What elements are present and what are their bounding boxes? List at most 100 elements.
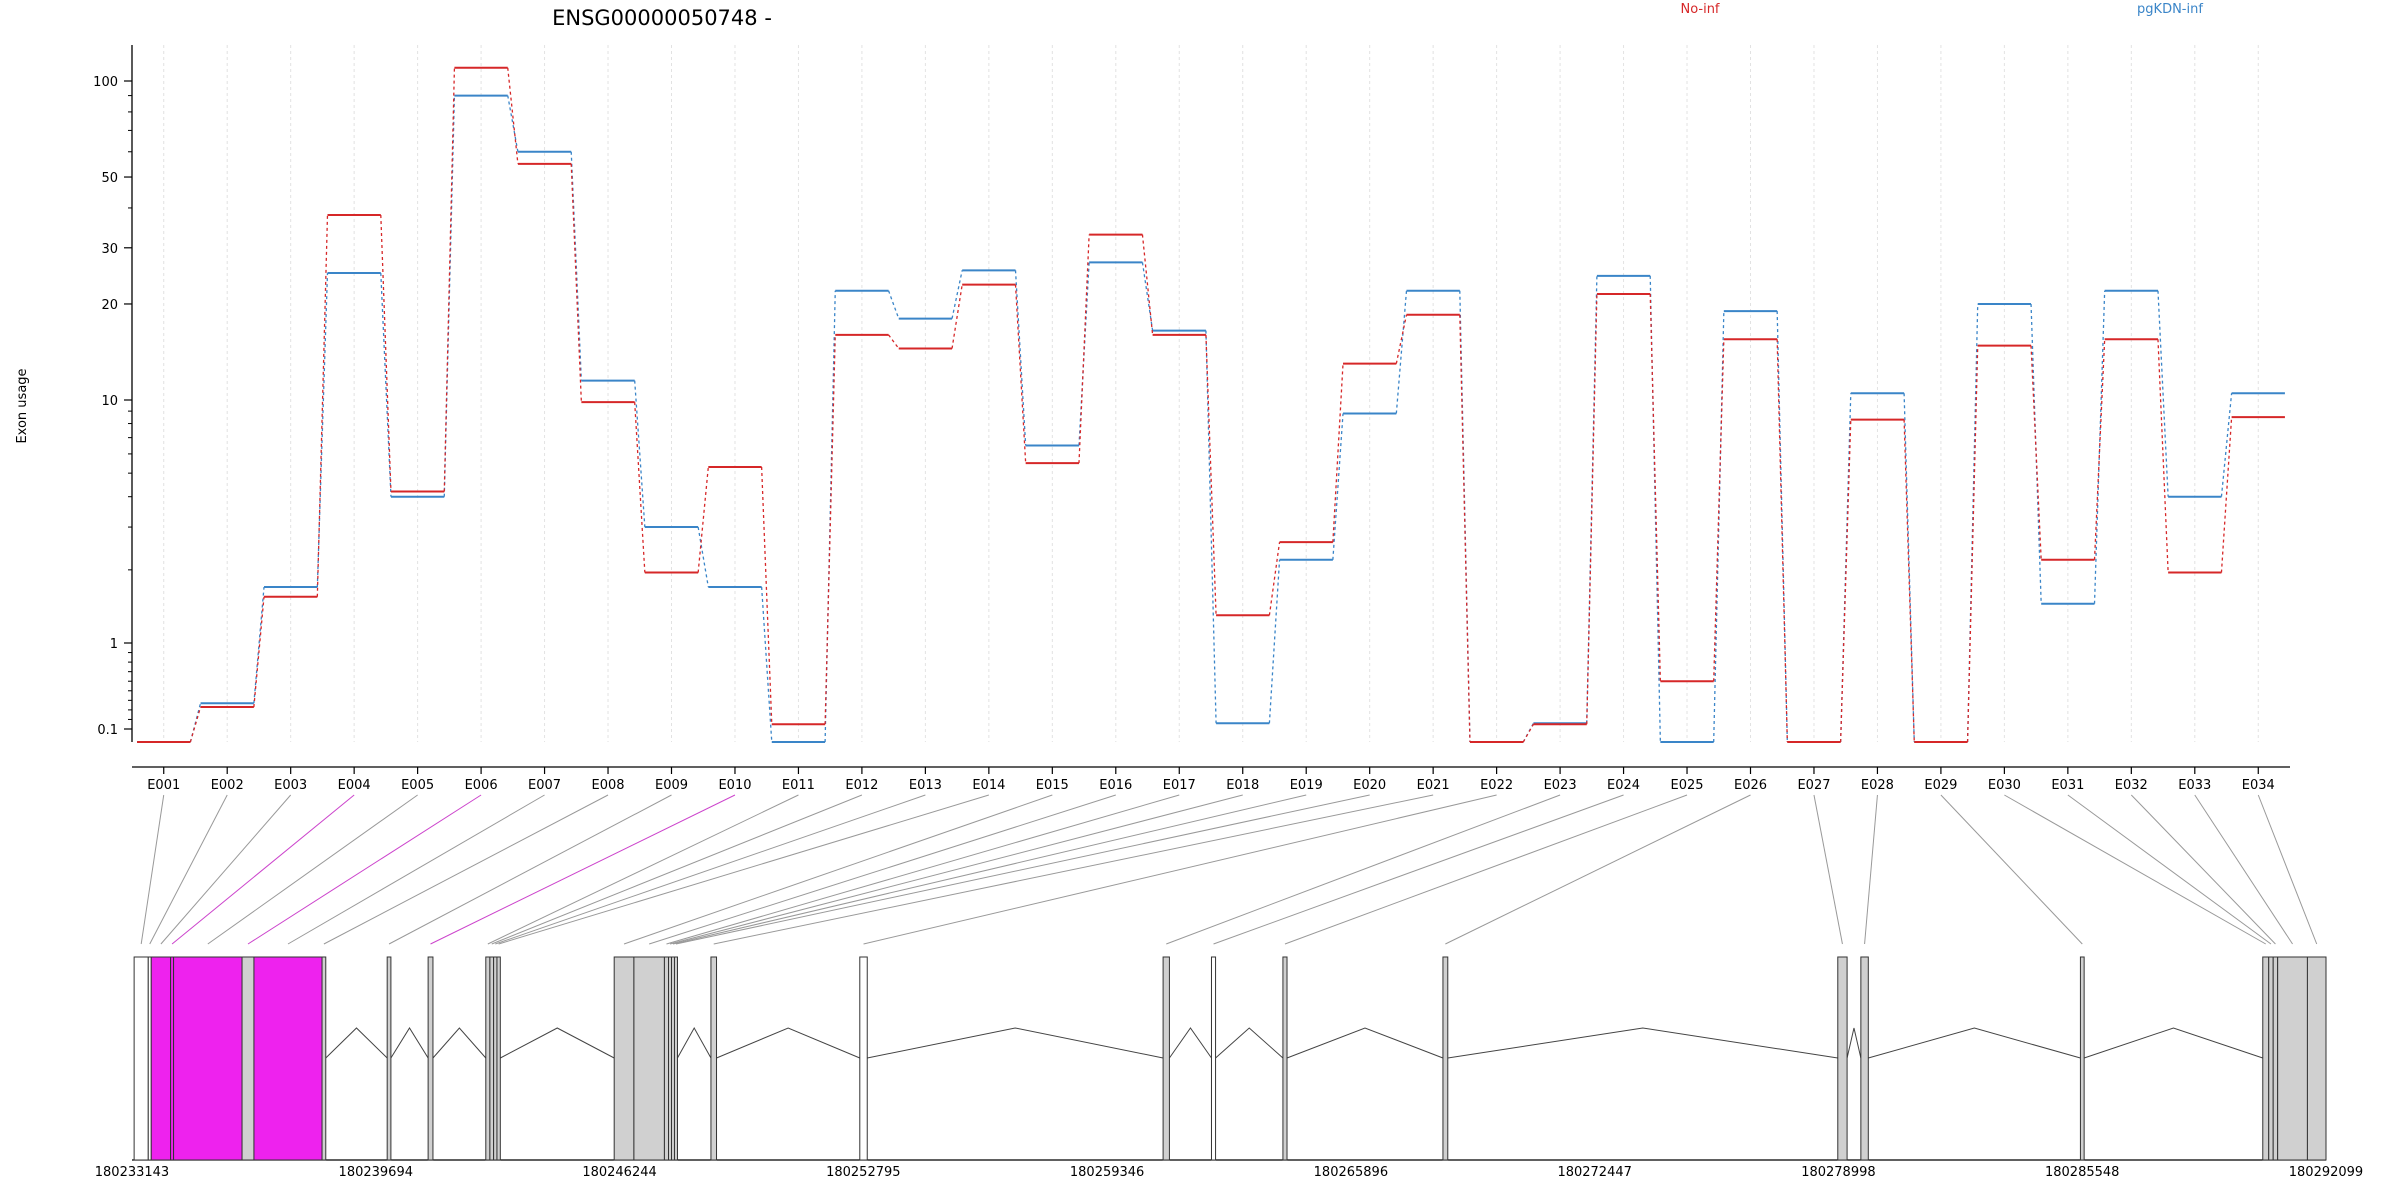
connector-e002 xyxy=(149,794,228,945)
data-connector xyxy=(760,586,773,743)
data-connector xyxy=(634,380,646,528)
connector-e029 xyxy=(1940,794,2083,945)
exon-box-e034 xyxy=(2306,956,2327,1161)
connector-e013 xyxy=(495,794,926,945)
x-tick-label: E027 xyxy=(1797,778,1830,793)
x-tick-label: E011 xyxy=(782,778,815,793)
y-tick-label: 100 xyxy=(93,75,118,90)
data-connector xyxy=(1522,723,1534,743)
exon-box-e011 xyxy=(485,956,491,1161)
x-tick-label: E020 xyxy=(1353,778,1386,793)
exon-box-e033 xyxy=(2277,956,2308,1161)
connector-e018 xyxy=(669,794,1243,945)
x-tick-label: E007 xyxy=(528,778,561,793)
connector-e021 xyxy=(713,794,1434,945)
data-connector xyxy=(570,151,583,381)
y-tick-label: 10 xyxy=(101,394,118,409)
data-connector xyxy=(1205,334,1217,616)
intron-line xyxy=(500,1027,615,1059)
data-connector xyxy=(443,67,456,492)
genome-coordinate-label: 180246244 xyxy=(582,1165,656,1180)
connector-e024 xyxy=(1213,794,1624,945)
intron-line xyxy=(677,1026,712,1059)
exon-box-e024 xyxy=(1210,956,1217,1161)
exon-box-e025 xyxy=(1282,956,1288,1161)
exon-box-e015 xyxy=(613,956,635,1161)
x-tick-label: E024 xyxy=(1607,778,1640,793)
genome-coordinate-label: 180233143 xyxy=(95,1165,169,1180)
intron-line xyxy=(390,1027,429,1059)
connector-e008 xyxy=(323,794,609,945)
data-connector xyxy=(189,706,202,743)
connector-e005 xyxy=(207,794,418,945)
x-tick-label: E004 xyxy=(338,778,371,793)
connector-e026 xyxy=(1445,794,1751,945)
data-connector xyxy=(887,290,900,319)
x-tick-label: E019 xyxy=(1290,778,1323,793)
exon-box-e032 xyxy=(2272,956,2279,1161)
genome-coordinate-label: 180272447 xyxy=(1557,1165,1631,1180)
data-connector xyxy=(2157,339,2169,573)
x-tick-label: E025 xyxy=(1671,778,1704,793)
data-connector xyxy=(2220,417,2233,573)
intron-line xyxy=(1215,1027,1284,1059)
exon-box-e008 xyxy=(321,956,327,1161)
connector-e012 xyxy=(491,794,863,945)
exon-box-e027 xyxy=(1837,956,1848,1161)
connector-e027 xyxy=(1813,794,1843,945)
y-tick-label: 20 xyxy=(101,298,118,313)
data-connector xyxy=(697,526,709,588)
data-connector xyxy=(2030,345,2042,560)
exon-box-e012 xyxy=(489,956,495,1161)
x-tick-label: E028 xyxy=(1861,778,1894,793)
data-connector xyxy=(1268,542,1281,616)
connector-e010 xyxy=(430,794,736,945)
data-connector xyxy=(824,334,836,725)
exon-box-e022 xyxy=(859,956,868,1161)
data-connector xyxy=(1459,314,1471,743)
connector-e032 xyxy=(2130,794,2276,945)
exon-box-e020 xyxy=(673,956,678,1161)
intron-line xyxy=(1169,1027,1212,1059)
intron-line xyxy=(1286,1027,1444,1059)
connector-e017 xyxy=(666,794,1180,945)
intron-line xyxy=(1846,1027,1862,1059)
exon-box-e029 xyxy=(2079,956,2085,1161)
genome-coordinate-label: 180252795 xyxy=(826,1165,900,1180)
intron-line xyxy=(1868,1027,2081,1059)
y-tick-label: 1 xyxy=(110,637,118,652)
data-connector xyxy=(760,466,773,725)
x-tick-label: E002 xyxy=(211,778,244,793)
x-tick-label: E029 xyxy=(1924,778,1957,793)
y-tick-label: 0.1 xyxy=(97,723,118,738)
exon-box-e030 xyxy=(2262,956,2270,1161)
data-connector xyxy=(2093,339,2106,560)
exon-box-e031 xyxy=(2268,956,2274,1161)
x-tick-label: E015 xyxy=(1036,778,1069,793)
x-tick-label: E016 xyxy=(1099,778,1132,793)
data-connector xyxy=(2157,290,2169,497)
chart-title: ENSG00000050748 - xyxy=(552,6,772,30)
data-connector xyxy=(1014,270,1027,446)
exon-box-e016 xyxy=(633,956,665,1161)
x-tick-label: E030 xyxy=(1988,778,2021,793)
x-tick-label: E013 xyxy=(909,778,942,793)
data-connector xyxy=(570,163,583,403)
x-tick-label: E032 xyxy=(2115,778,2148,793)
exon-box-e017 xyxy=(663,956,670,1161)
data-connector xyxy=(1268,559,1281,724)
connector-e028 xyxy=(1864,794,1878,945)
connector-e030 xyxy=(2004,794,2266,945)
x-tick-label: E010 xyxy=(718,778,751,793)
data-connector xyxy=(1332,363,1344,543)
y-tick-label: 30 xyxy=(101,242,118,257)
connector-e007 xyxy=(287,794,545,945)
exon-box-e005 xyxy=(173,956,243,1161)
exon-box-e023 xyxy=(1162,956,1170,1161)
intron-line xyxy=(432,1027,487,1059)
vertical-gridlines xyxy=(163,45,2259,742)
x-tick-label: E003 xyxy=(274,778,307,793)
legend-pgkdn-inf: pgKDN-inf xyxy=(2137,2,2203,17)
data-connector xyxy=(1141,234,1154,335)
